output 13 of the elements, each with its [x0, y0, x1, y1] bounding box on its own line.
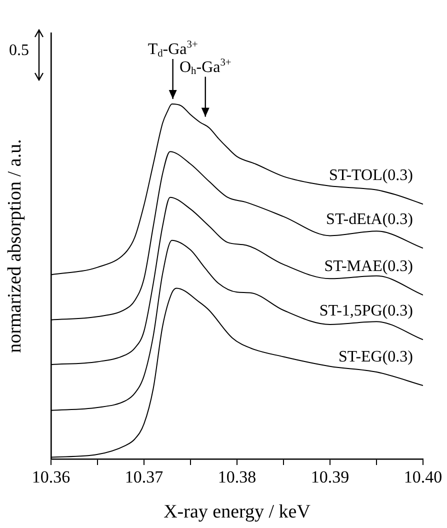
- x-tick-label: 10.36: [32, 468, 70, 487]
- x-tick-label: 10.37: [124, 468, 164, 487]
- x-tick-label: 10.38: [218, 468, 256, 487]
- x-axis-title: X-ray energy / keV: [164, 502, 311, 523]
- series-label: ST-TOL(0.3): [329, 167, 413, 184]
- x-tick-label: 10.39: [310, 468, 350, 487]
- text: 0.5: [9, 42, 29, 59]
- series-label: ST-1,5PG(0.3): [319, 302, 413, 320]
- x-tick-label: 10.40: [404, 468, 442, 487]
- series-label: ST-EG(0.3): [338, 348, 413, 366]
- series-label: ST-MAE(0.3): [324, 258, 414, 275]
- series-label: ST-dEtA(0.3): [326, 211, 414, 228]
- y-axis-title: normarized absorption / a.u.: [4, 139, 26, 353]
